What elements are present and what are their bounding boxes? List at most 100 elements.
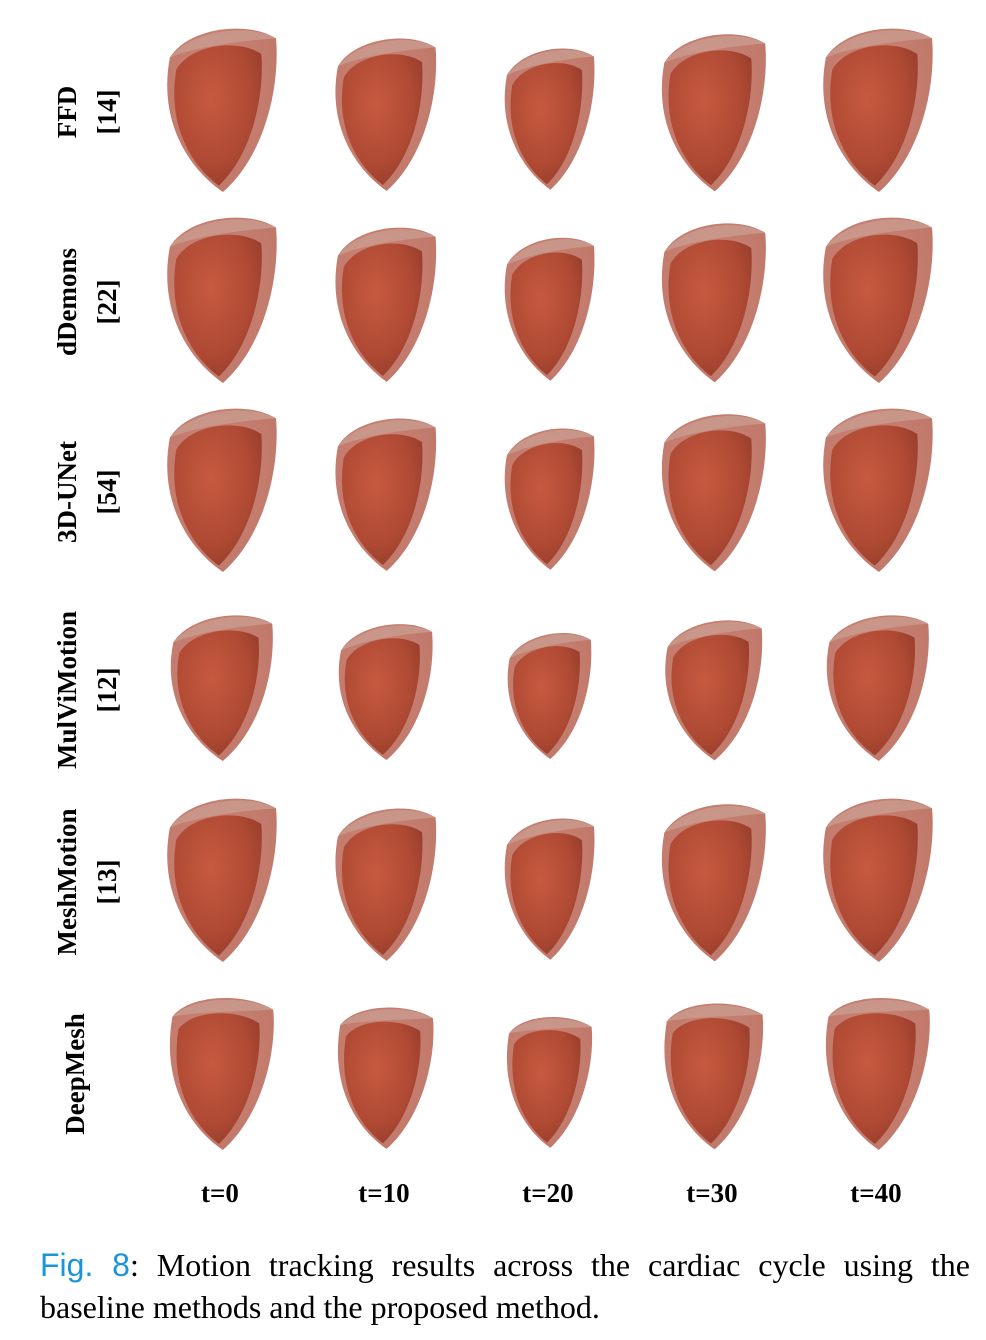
valve-plane-rim	[169, 800, 277, 828]
row-label-group: MeshMotion [13]	[52, 809, 122, 956]
endocardium-surface	[668, 430, 752, 566]
endocardium-surface	[668, 239, 752, 377]
heart-mesh	[169, 998, 274, 1150]
valve-plane-rim	[506, 49, 594, 76]
heart-mesh	[335, 38, 437, 191]
endocardium-surface	[344, 1021, 421, 1144]
heart-mesh	[823, 408, 933, 572]
heart-mesh	[506, 1017, 593, 1148]
row-reference-label: [22]	[92, 280, 122, 325]
valve-plane-rim	[506, 239, 594, 265]
row-method-label: DeepMesh	[60, 1013, 90, 1134]
valve-plane-rim	[340, 1009, 433, 1026]
valve-plane-rim	[337, 420, 436, 447]
heart-mesh	[504, 818, 595, 960]
row-label-group: FFD [14]	[52, 86, 122, 138]
row-reference-label: [54]	[92, 470, 122, 515]
valve-plane-rim	[825, 800, 933, 828]
valve-plane-rim	[664, 224, 766, 252]
heart-mesh	[661, 414, 766, 572]
endocardium-surface	[341, 243, 423, 376]
valve-plane-rim	[340, 625, 433, 651]
valve-plane-rim	[666, 1005, 763, 1022]
valve-plane-rim	[667, 621, 762, 648]
endocardium-surface	[671, 634, 750, 755]
endocardium-surface	[344, 638, 420, 755]
endocardium-surface	[510, 443, 583, 565]
endocardium-surface	[341, 54, 423, 185]
endocardium-surface	[510, 63, 583, 185]
valve-plane-rim	[825, 30, 933, 58]
endocardium-surface	[832, 1013, 916, 1144]
endocardium-surface	[668, 820, 752, 956]
valve-plane-rim	[169, 30, 277, 58]
endocardium-surface	[174, 425, 262, 566]
valve-plane-rim	[508, 1018, 592, 1034]
heart-mesh	[337, 1007, 434, 1149]
valve-plane-rim	[506, 819, 594, 846]
heart-mesh	[825, 998, 930, 1150]
heart-mesh	[504, 48, 595, 190]
endocardium-surface	[174, 234, 262, 377]
valve-plane-rim	[337, 810, 436, 837]
endocardium-surface	[512, 1030, 581, 1143]
heart-mesh	[167, 217, 277, 383]
valve-plane-rim	[337, 229, 436, 256]
row-method-label: MulViMotion	[52, 611, 82, 769]
endocardium-surface	[513, 646, 580, 755]
row-method-label: MeshMotion	[52, 809, 82, 956]
endocardium-surface	[830, 815, 918, 956]
heart-mesh	[823, 28, 933, 193]
valve-plane-rim	[169, 219, 277, 247]
heart-mesh	[335, 418, 437, 571]
valve-plane-rim	[173, 616, 273, 643]
valve-plane-rim	[664, 35, 766, 63]
time-column-label: t=30	[686, 1178, 737, 1208]
endocardium-surface	[830, 45, 918, 186]
row-method-label: dDemons	[52, 248, 82, 356]
row-reference-label: [13]	[92, 860, 122, 905]
time-column-label: t=10	[358, 1178, 409, 1208]
caption-text: : Motion tracking results across the car…	[40, 1247, 971, 1325]
endocardium-surface	[510, 252, 583, 376]
heart-mesh	[664, 1003, 764, 1150]
valve-plane-rim	[169, 410, 277, 438]
endocardium-surface	[176, 1013, 260, 1144]
endocardium-surface	[833, 630, 915, 756]
valve-plane-rim	[337, 40, 436, 67]
row-label-group: 3D-UNet [54]	[52, 441, 122, 543]
heart-mesh	[504, 428, 595, 570]
row-label-group: dDemons [22]	[52, 248, 122, 356]
heart-mesh	[167, 408, 277, 572]
row-method-label: FFD	[52, 86, 82, 138]
endocardium-surface	[830, 234, 918, 377]
row-label-group: MulViMotion [12]	[52, 611, 122, 769]
row-label-group: DeepMesh	[60, 1013, 90, 1134]
valve-plane-rim	[825, 219, 933, 247]
row-reference-label: [14]	[92, 90, 122, 135]
time-column-label: t=40	[850, 1178, 901, 1208]
valve-plane-rim	[506, 429, 594, 456]
heart-mesh	[823, 798, 933, 962]
heart-mesh	[167, 28, 277, 193]
heart-mesh	[335, 808, 437, 961]
heart-mesh	[823, 217, 933, 383]
heart-mesh	[507, 632, 592, 760]
valve-plane-rim	[172, 999, 274, 1017]
heart-mesh	[661, 34, 766, 192]
endocardium-surface	[341, 824, 423, 955]
valve-plane-rim	[825, 410, 933, 438]
heart-mesh	[170, 615, 273, 761]
heart-mesh	[167, 798, 277, 962]
endocardium-surface	[668, 50, 752, 186]
endocardium-surface	[177, 630, 259, 756]
endocardium-surface	[174, 815, 262, 956]
heart-mesh-grid: FFD [14] dDemons [22] 3D-UNet [54] MulViMotion…	[52, 28, 933, 1208]
heart-mesh	[338, 624, 433, 761]
heart-mesh	[661, 804, 766, 962]
heart-mesh	[335, 227, 437, 382]
endocardium-surface	[670, 1018, 750, 1144]
row-method-label: 3D-UNet	[52, 441, 82, 543]
figure-caption: Fig. 8: Motion tracking results across t…	[40, 1244, 970, 1328]
